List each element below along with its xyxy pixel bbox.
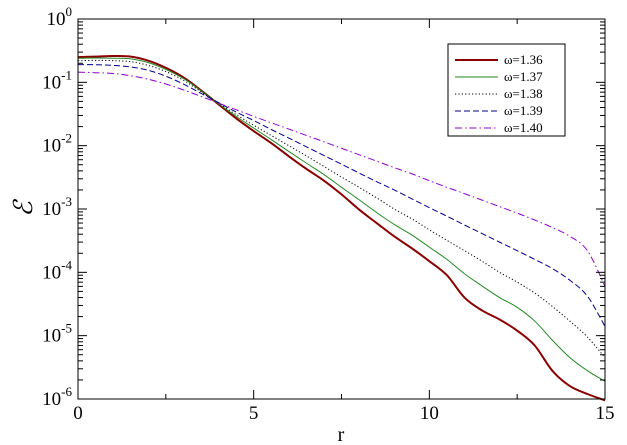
y-tick-exponent: -6 xyxy=(61,384,72,399)
y-tick-exponent: -4 xyxy=(61,257,72,272)
x-tick-label: 10 xyxy=(420,403,439,424)
legend: ω=1.36 ω=1.37 ω=1.38 ω=1.39 ω=1.40 xyxy=(447,43,566,137)
y-axis-label: ℰ xyxy=(9,199,38,217)
y-tick-label: 100 xyxy=(47,4,73,30)
series-line-5 xyxy=(77,71,606,287)
y-tick-label: 10-3 xyxy=(42,194,72,220)
y-tick-exponent: 0 xyxy=(66,4,73,19)
y-tick-base: 10 xyxy=(42,136,61,157)
y-tick-base: 10 xyxy=(42,389,61,410)
y-tick-label: 10-6 xyxy=(42,384,72,410)
legend-label-2: ω=1.37 xyxy=(504,69,543,84)
y-tick-exponent: -1 xyxy=(61,67,72,82)
legend-label-4: ω=1.39 xyxy=(504,103,543,118)
y-tick-exponent: -5 xyxy=(61,321,72,336)
legend-label-3: ω=1.38 xyxy=(504,86,543,101)
y-tick-label: 10-4 xyxy=(42,257,72,283)
y-tick-label: 10-5 xyxy=(42,321,72,347)
y-tick-base: 10 xyxy=(42,326,61,347)
series-line-1 xyxy=(77,55,606,402)
y-tick-base: 10 xyxy=(42,72,61,93)
series-line-2 xyxy=(77,57,606,382)
y-tick-label: 10-1 xyxy=(42,67,72,93)
x-axis-label: r xyxy=(338,424,345,445)
plot-lines xyxy=(77,55,606,402)
series-line-4 xyxy=(77,64,606,327)
y-tick-label: 10-2 xyxy=(42,131,72,157)
y-tick-exponent: -2 xyxy=(61,131,72,146)
x-tick-label: 5 xyxy=(249,403,259,424)
legend-label-5: ω=1.40 xyxy=(504,120,543,135)
y-tick-base: 10 xyxy=(42,199,61,220)
y-tick-base: 10 xyxy=(42,262,61,283)
x-tick-label: 15 xyxy=(596,403,615,424)
series-line-3 xyxy=(77,59,606,358)
legend-label-1: ω=1.36 xyxy=(504,52,543,67)
y-tick-exponent: -3 xyxy=(61,194,72,209)
x-tick-label: 0 xyxy=(73,403,83,424)
y-tick-base: 10 xyxy=(47,9,66,30)
